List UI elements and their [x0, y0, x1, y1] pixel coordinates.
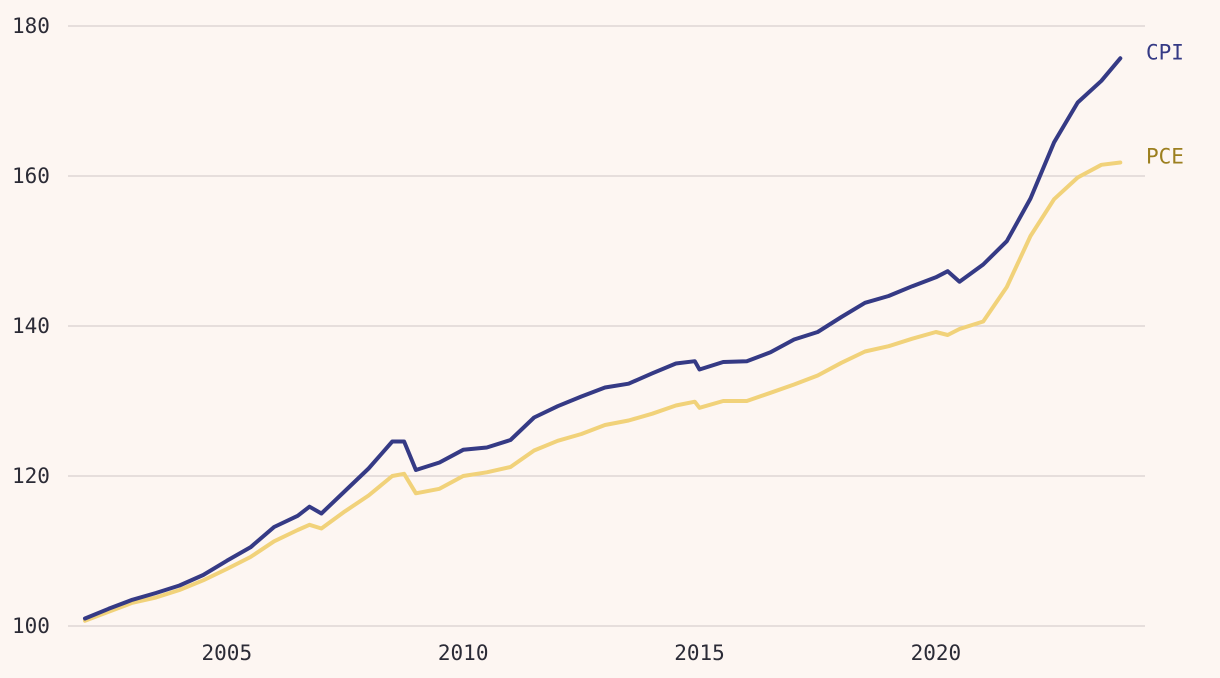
series-label-pce: PCE	[1146, 145, 1184, 169]
y-tick-label: 100	[12, 614, 50, 638]
series-label-cpi: CPI	[1146, 40, 1184, 64]
y-axis: 100 120 140 160 180	[12, 14, 50, 638]
y-tick-label: 180	[12, 14, 50, 38]
series-labels: PCE CPI	[1146, 40, 1184, 168]
x-tick-label: 2010	[438, 641, 489, 665]
x-tick-label: 2020	[911, 641, 962, 665]
x-tick-label: 2015	[674, 641, 725, 665]
x-axis: 2005 2010 2015 2020	[202, 641, 962, 665]
series-lines	[83, 56, 1123, 623]
y-tick-label: 120	[12, 464, 50, 488]
y-tick-label: 160	[12, 164, 50, 188]
y-tick-label: 140	[12, 314, 50, 338]
series-line-cpi	[83, 56, 1123, 621]
series-line-pce	[83, 160, 1123, 623]
gridlines	[68, 25, 1145, 627]
x-tick-label: 2005	[202, 641, 253, 665]
